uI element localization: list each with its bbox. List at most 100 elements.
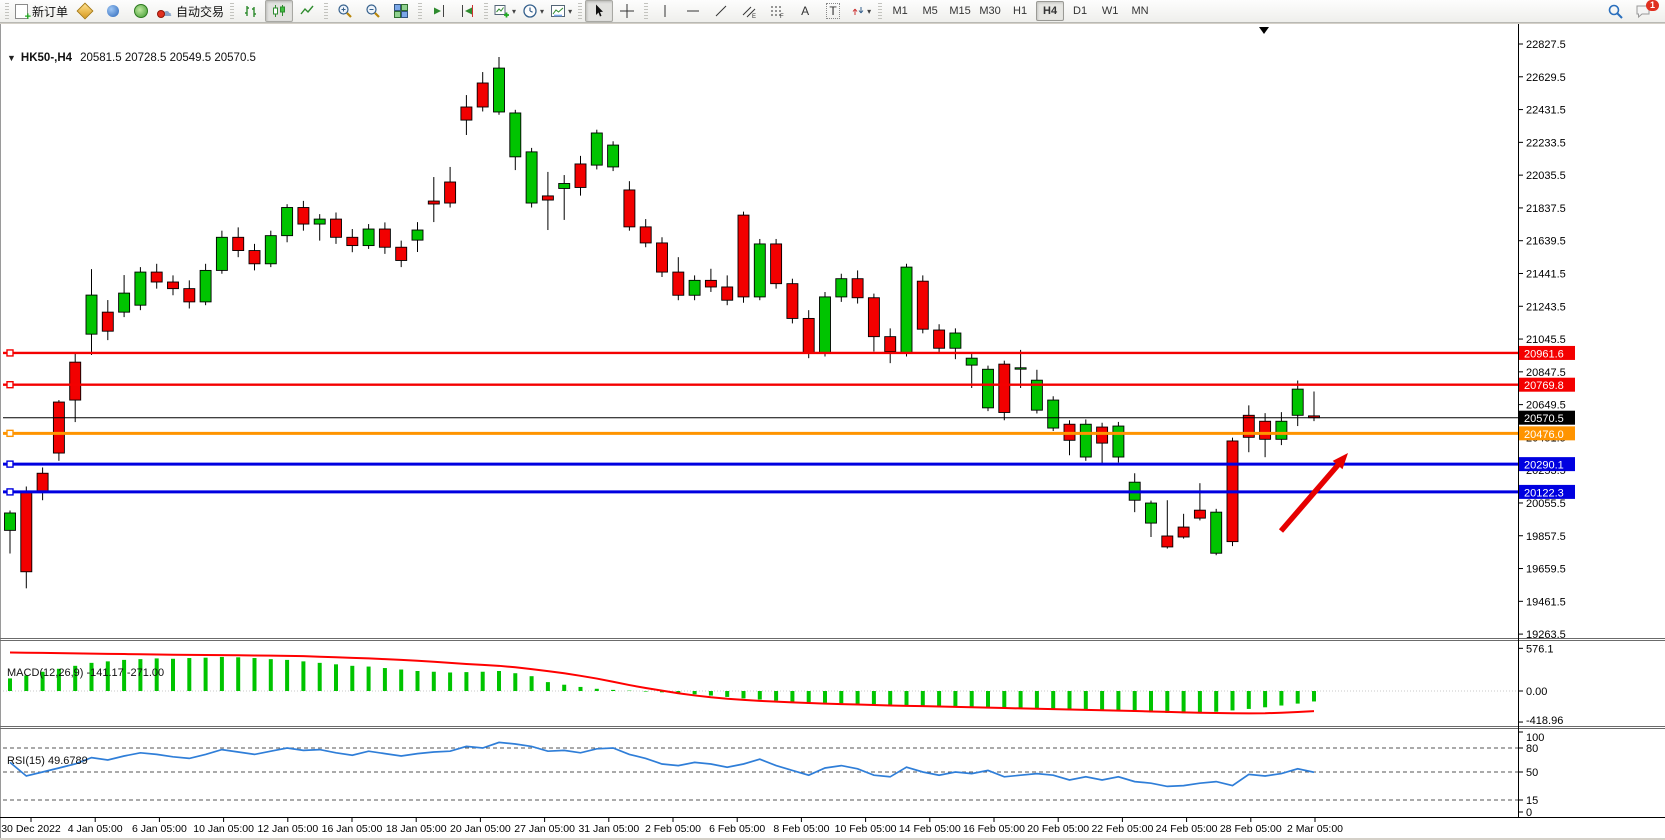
template-icon <box>551 5 566 17</box>
arrows-tool[interactable]: ▾ <box>847 0 875 22</box>
candle-body <box>965 357 978 366</box>
new-order-icon <box>15 3 31 23</box>
price-tick-label: 22827.5 <box>1526 39 1566 51</box>
zoom-in-button[interactable] <box>331 0 359 22</box>
time-tick-label: 16 Feb 05:00 <box>963 823 1025 835</box>
auto-trading-label: 自动交易 <box>176 4 225 19</box>
candle-body <box>1161 535 1174 548</box>
candle-body <box>167 281 179 290</box>
chart-shift-button[interactable] <box>453 0 481 22</box>
hline-handle[interactable] <box>6 429 14 438</box>
candle-body <box>867 297 880 338</box>
vline-tool[interactable] <box>651 0 679 22</box>
new-order-button[interactable]: 新订单 <box>12 0 71 23</box>
candle-body <box>982 368 994 409</box>
tf-h4[interactable]: H4 <box>1036 1 1065 21</box>
arrow-object-head[interactable] <box>1332 453 1348 470</box>
line-chart-icon <box>300 5 314 15</box>
time-tick-label: 30 Dec 2022 <box>1 823 61 835</box>
auto-scroll-button[interactable] <box>425 0 453 22</box>
zoom-out-button[interactable] <box>359 0 387 22</box>
candle-body <box>199 269 212 303</box>
toolbar-grip <box>644 3 649 19</box>
candle-body <box>264 235 277 265</box>
community-icon <box>107 5 120 17</box>
macd-tick-label: 0.00 <box>1526 686 1547 698</box>
hline-tool[interactable] <box>679 0 707 22</box>
candle-body <box>395 246 408 261</box>
tf-w1[interactable]: W1 <box>1101 5 1119 17</box>
candle-body <box>330 218 342 238</box>
signals-button[interactable] <box>127 0 155 22</box>
crosshair-tool[interactable] <box>613 0 641 22</box>
text-label-icon: T <box>826 3 840 19</box>
search-button[interactable] <box>1601 0 1629 22</box>
channel-tool[interactable]: E <box>735 0 763 22</box>
candle-body <box>688 279 701 296</box>
chat-button[interactable]: 1 <box>1629 0 1659 22</box>
community-button[interactable] <box>99 0 127 22</box>
fibonacci-tool[interactable]: F <box>763 0 791 22</box>
candle-body <box>427 200 440 205</box>
tf-m15[interactable]: M15 <box>949 5 971 17</box>
tf-m5[interactable]: M5 <box>922 5 938 17</box>
candle-body <box>786 283 799 319</box>
time-tick-label: 28 Feb 05:00 <box>1220 823 1282 835</box>
auto-trading-button[interactable]: ☁ 自动交易 <box>155 0 227 22</box>
price-tag-label: 20290.1 <box>1524 460 1564 472</box>
candle-body <box>460 106 473 121</box>
tile-windows-button[interactable] <box>387 0 415 22</box>
template-button[interactable]: ▾ <box>547 0 575 22</box>
hline-handle[interactable] <box>6 460 14 468</box>
period-icon <box>523 4 537 18</box>
price-tick-label: 19461.5 <box>1526 596 1566 608</box>
toolbar: 新订单 ☁ 自动交易 <box>0 0 1665 23</box>
tile-windows-icon <box>394 4 409 18</box>
new-chart-button[interactable]: ▾ <box>491 0 519 22</box>
candle-body <box>134 271 147 306</box>
chart-expand-icon[interactable]: ▼ <box>7 53 16 63</box>
rsi-tick-label: 0 <box>1526 807 1532 819</box>
hline-handle[interactable] <box>6 488 14 496</box>
time-tick-label: 2 Mar 05:00 <box>1287 823 1343 835</box>
price-tick-label: 21243.5 <box>1526 301 1566 313</box>
gold-button[interactable] <box>71 0 99 22</box>
tf-d1[interactable]: D1 <box>1073 5 1088 17</box>
crosshair-icon <box>620 4 635 18</box>
text-label-tool[interactable]: T <box>819 0 847 22</box>
candle-body <box>851 278 864 299</box>
tf-m30[interactable]: M30 <box>979 5 1001 17</box>
current-price-label: 20570.5 <box>1524 413 1564 425</box>
arrow-object[interactable] <box>1278 463 1341 533</box>
price-tick-label: 19659.5 <box>1526 564 1566 576</box>
candle-body <box>69 361 82 401</box>
search-icon <box>1608 4 1623 19</box>
time-tick-label: 8 Feb 05:00 <box>773 823 829 835</box>
candle-body <box>378 228 391 248</box>
hline-handle[interactable] <box>6 349 14 357</box>
hline-handle[interactable] <box>6 380 14 389</box>
line-chart-button[interactable] <box>293 0 321 22</box>
svg-text:F: F <box>780 14 784 19</box>
candle-body <box>1047 399 1060 429</box>
rsi-tick-label: 15 <box>1526 795 1538 807</box>
tf-h1[interactable]: H1 <box>1013 5 1028 17</box>
candle-body <box>737 214 750 298</box>
candle-body <box>509 112 522 158</box>
time-tick-label: 6 Feb 05:00 <box>709 823 765 835</box>
tf-mn[interactable]: MN <box>1131 5 1149 17</box>
vline-icon <box>664 5 666 17</box>
candle-body <box>1275 420 1288 440</box>
trendline-tool[interactable] <box>707 0 735 22</box>
text-tool[interactable]: A <box>791 0 819 22</box>
period-button[interactable]: ▾ <box>519 0 547 22</box>
bar-chart-button[interactable] <box>237 0 265 22</box>
candle-body <box>1030 379 1043 411</box>
candlestick-button[interactable] <box>265 0 294 22</box>
tf-m1[interactable]: M1 <box>892 5 908 17</box>
cursor-tool[interactable] <box>585 0 614 22</box>
window-bottom-edge <box>0 838 1665 840</box>
candle-body <box>476 82 489 108</box>
rsi-tick-label: 100 <box>1526 732 1544 744</box>
candle-body <box>1259 420 1272 440</box>
